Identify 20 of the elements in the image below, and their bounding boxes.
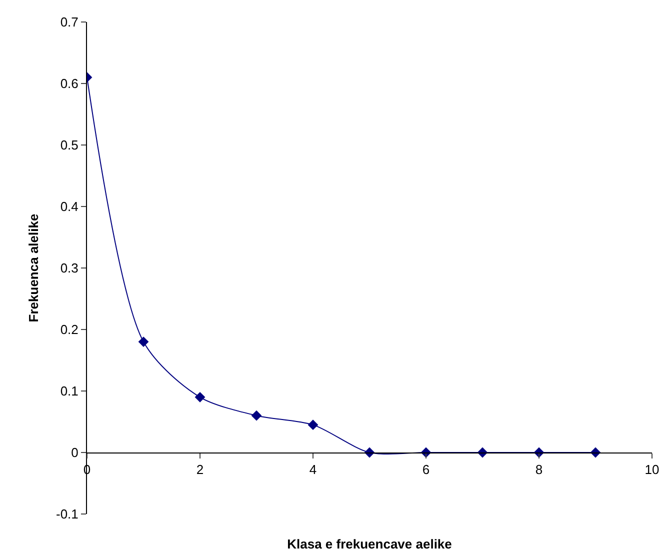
y-tick-label: 0.5: [60, 138, 78, 153]
x-tick-label: 4: [309, 462, 317, 478]
y-tick-label: 0.7: [60, 14, 78, 30]
y-tick-label: 0.4: [60, 199, 78, 214]
point: [138, 336, 149, 347]
point: [251, 410, 262, 421]
y-axis-title: Frekuenca alelike: [26, 214, 41, 322]
y-tick-label: 0.2: [60, 322, 78, 338]
y-tick-label: 0.6: [60, 76, 78, 92]
x-tick-label: 2: [196, 462, 204, 478]
x-tick-label: 10: [644, 462, 660, 478]
x-axis-title: Klasa e frekuencave aelike: [287, 536, 452, 552]
x-tick-label: 8: [535, 462, 543, 478]
y-tick-label: 0.1: [60, 384, 78, 399]
y-tick-label: 0.3: [60, 260, 78, 276]
point: [308, 420, 318, 430]
point: [194, 392, 206, 402]
x-tick-label: 6: [422, 462, 430, 478]
y-tick-label: 0: [71, 445, 78, 460]
y-tick-label: -0.1: [56, 506, 78, 522]
